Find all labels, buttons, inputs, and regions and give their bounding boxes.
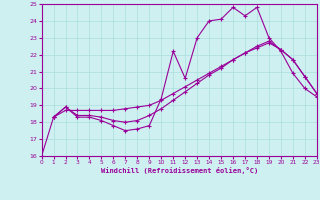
- X-axis label: Windchill (Refroidissement éolien,°C): Windchill (Refroidissement éolien,°C): [100, 167, 258, 174]
